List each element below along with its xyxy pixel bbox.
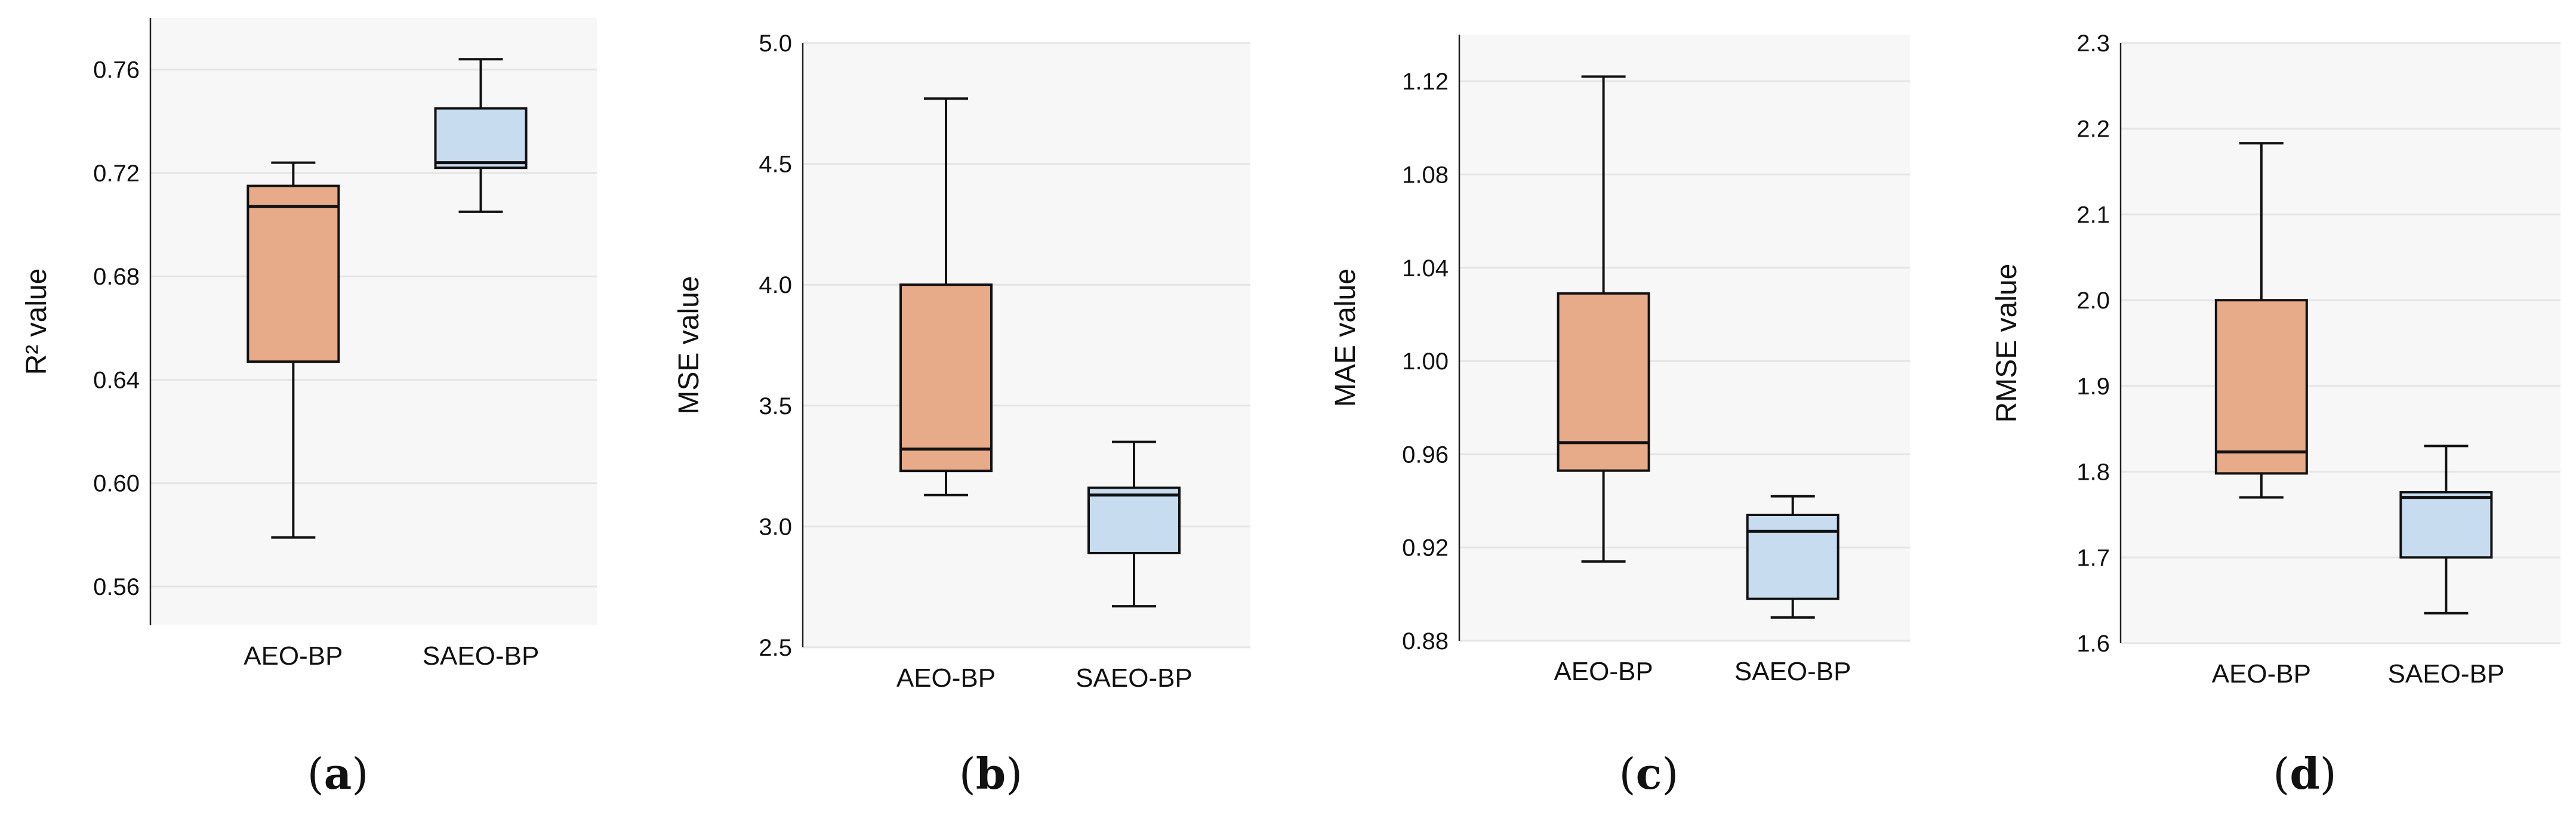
box-saeo-bp — [1746, 495, 1839, 619]
x-category-label: AEO-BP — [896, 663, 996, 693]
x-category-label: SAEO-BP — [423, 641, 540, 671]
plot-area — [1459, 35, 1910, 641]
panel-d: 1.6 1.7 1.8 1.9 2.0 2.1 2.2 2.3 RMSE value AEO-BP… — [1991, 30, 2560, 799]
x-category-label: SAEO-BP — [1076, 663, 1193, 693]
y-tick-label: 4.0 — [759, 272, 792, 298]
y-axis-title: MAE value — [1330, 268, 1361, 407]
y-axis-title: R² value — [21, 268, 53, 375]
y-tick-label: 1.7 — [2076, 545, 2110, 571]
y-tick-label: 1.08 — [1402, 162, 1449, 188]
panel-label: (a) — [307, 748, 369, 799]
y-tick-label: 0.96 — [1402, 442, 1449, 468]
y-tick-label: 0.76 — [93, 57, 140, 84]
box-saeo-bp — [1087, 440, 1181, 608]
y-tick-label: 0.72 — [93, 160, 140, 187]
x-category-label: SAEO-BP — [1734, 657, 1851, 686]
plot-area — [803, 43, 1250, 647]
y-tick-label: 2.2 — [2076, 116, 2110, 143]
y-tick-label: 0.68 — [93, 264, 140, 290]
box-iqr — [899, 283, 993, 473]
panel-c: 0.88 0.92 0.96 1.00 1.04 1.08 1.12 MAE value AEO… — [1330, 35, 1910, 799]
box-iqr — [1746, 513, 1839, 600]
y-tick-label: 2.0 — [2076, 288, 2110, 314]
panel-label: (b) — [959, 748, 1023, 799]
plot-area — [2121, 43, 2560, 643]
y-tick-label: 5.0 — [759, 30, 792, 57]
box-saeo-bp — [2399, 445, 2493, 615]
y-axis-title: RMSE value — [1991, 264, 2023, 423]
y-tick-label: 1.8 — [2076, 459, 2110, 486]
y-tick-label: 0.56 — [93, 574, 140, 600]
y-tick-label: 2.3 — [2076, 30, 2110, 57]
y-tick-label: 0.64 — [93, 367, 140, 393]
y-tick-label: 2.1 — [2076, 202, 2110, 228]
panel-a: 0.56 0.60 0.64 0.68 0.72 0.76 R² value AEO-BP SA… — [21, 18, 597, 799]
panel-label: (c) — [1619, 748, 1678, 799]
box-iqr — [246, 184, 340, 363]
box-aeo-bp — [2214, 142, 2308, 499]
y-tick-label: 3.0 — [759, 514, 792, 540]
box-iqr — [2399, 491, 2493, 559]
panel-label: (d) — [2273, 748, 2337, 799]
x-category-label: AEO-BP — [244, 641, 343, 671]
box-aeo-bp — [246, 161, 340, 539]
box-iqr — [1087, 486, 1181, 554]
y-tick-label: 0.88 — [1402, 628, 1449, 655]
y-tick-label: 1.6 — [2076, 631, 2110, 657]
plot-area — [150, 18, 597, 625]
y-tick-label: 1.00 — [1402, 348, 1449, 375]
y-tick-label: 4.5 — [759, 152, 792, 178]
box-iqr — [2214, 299, 2308, 475]
x-category-label: AEO-BP — [2212, 659, 2311, 689]
y-tick-label: 2.5 — [759, 635, 792, 661]
y-tick-label: 1.04 — [1402, 255, 1449, 282]
y-tick-label: 3.5 — [759, 393, 792, 419]
box-iqr — [434, 107, 528, 169]
box-aeo-bp — [1557, 75, 1650, 563]
y-tick-label: 0.92 — [1402, 535, 1449, 561]
box-saeo-bp — [434, 58, 528, 213]
x-category-label: SAEO-BP — [2388, 659, 2505, 689]
x-category-label: AEO-BP — [1554, 657, 1653, 686]
y-tick-label: 1.12 — [1402, 69, 1449, 95]
y-tick-label: 0.60 — [93, 471, 140, 497]
box-aeo-bp — [899, 97, 993, 496]
y-tick-label: 1.9 — [2076, 373, 2110, 400]
y-axis-title: MSE value — [673, 276, 705, 414]
panel-b: 2.5 3.0 3.5 4.0 4.5 5.0 MSE value AEO-BP SAEO-BP… — [673, 30, 1250, 799]
box-iqr — [1557, 292, 1650, 472]
